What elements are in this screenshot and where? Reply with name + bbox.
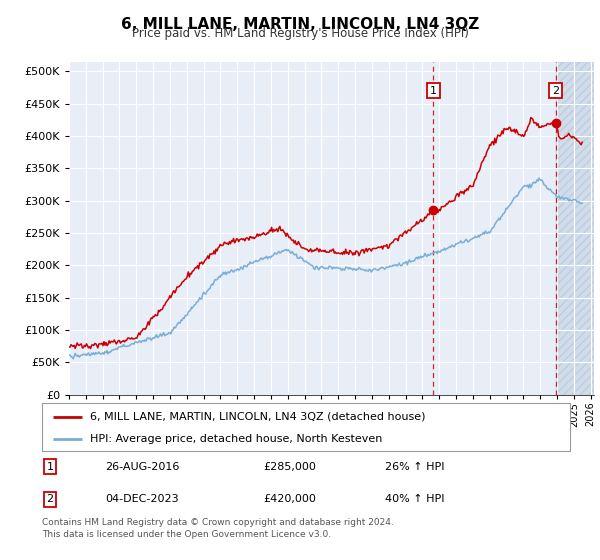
Bar bbox=[556, 62, 594, 395]
Text: 40% ↑ HPI: 40% ↑ HPI bbox=[385, 494, 445, 505]
Text: 2: 2 bbox=[46, 494, 53, 505]
Text: 26-AUG-2016: 26-AUG-2016 bbox=[106, 461, 180, 472]
Text: Contains HM Land Registry data © Crown copyright and database right 2024.
This d: Contains HM Land Registry data © Crown c… bbox=[42, 518, 394, 539]
Text: 26% ↑ HPI: 26% ↑ HPI bbox=[385, 461, 445, 472]
Text: 2: 2 bbox=[552, 86, 559, 96]
Text: 6, MILL LANE, MARTIN, LINCOLN, LN4 3QZ: 6, MILL LANE, MARTIN, LINCOLN, LN4 3QZ bbox=[121, 17, 479, 32]
Text: £420,000: £420,000 bbox=[264, 494, 317, 505]
Text: 1: 1 bbox=[46, 461, 53, 472]
FancyBboxPatch shape bbox=[42, 403, 570, 451]
Text: Price paid vs. HM Land Registry's House Price Index (HPI): Price paid vs. HM Land Registry's House … bbox=[131, 27, 469, 40]
Bar bbox=[556, 62, 594, 395]
Text: 6, MILL LANE, MARTIN, LINCOLN, LN4 3QZ (detached house): 6, MILL LANE, MARTIN, LINCOLN, LN4 3QZ (… bbox=[89, 412, 425, 422]
Text: 04-DEC-2023: 04-DEC-2023 bbox=[106, 494, 179, 505]
Text: £285,000: £285,000 bbox=[264, 461, 317, 472]
Text: 1: 1 bbox=[430, 86, 437, 96]
Text: HPI: Average price, detached house, North Kesteven: HPI: Average price, detached house, Nort… bbox=[89, 434, 382, 444]
